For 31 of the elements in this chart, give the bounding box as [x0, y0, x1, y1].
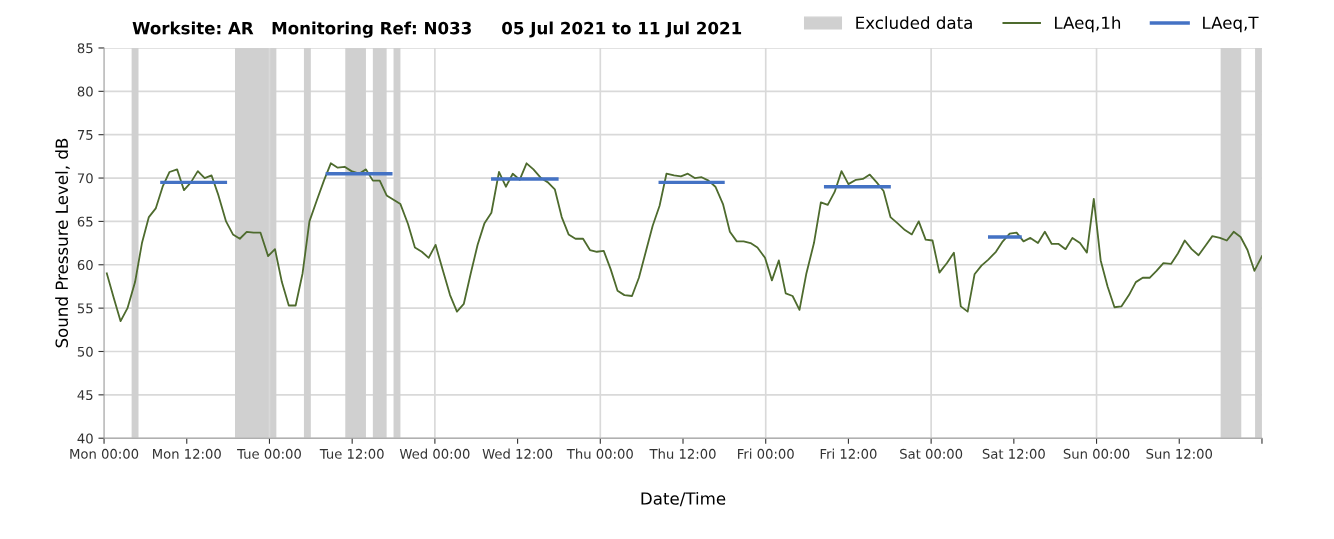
x-tick-label: Sat 00:00 [900, 448, 963, 459]
y-tick-label: 85 [77, 43, 93, 54]
x-tick-label: Wed 00:00 [399, 448, 470, 459]
x-tick-label: Sun 12:00 [1146, 448, 1213, 459]
legend-label: Excluded data [856, 16, 972, 30]
x-tick-label: Fri 00:00 [738, 448, 794, 459]
legend-label: LAeq,1h [1055, 16, 1121, 33]
y-tick-label: 80 [77, 86, 93, 97]
x-tick-label: Mon 00:00 [70, 448, 139, 459]
x-tick-label: Fri 12:00 [820, 448, 877, 459]
y-tick-label: 65 [77, 216, 93, 227]
y-tick-label: 70 [77, 173, 93, 184]
y-tick-label: 45 [77, 390, 93, 401]
x-tick-label: Tue 00:00 [237, 448, 301, 459]
y-tick-label: 60 [77, 259, 93, 270]
chart-title: Worksite: AR Monitoring Ref: N033 05 Jul 2021 to 11 Jul 2021 [132, 21, 742, 38]
x-tick-label: Tue 12:00 [319, 448, 384, 459]
legend-label: LAeq,T [1203, 16, 1259, 33]
x-tick-label: Mon 12:00 [153, 448, 221, 459]
x-tick-label: Thu 00:00 [566, 448, 633, 459]
x-tick-label: Thu 12:00 [649, 448, 716, 459]
x-tick-label: Wed 12:00 [482, 448, 553, 459]
x-tick-label: Sat 12:00 [982, 448, 1045, 459]
y-tick-label: 50 [77, 346, 93, 357]
x-tick-label: Sun 00:00 [1063, 448, 1130, 459]
y-tick-label: 40 [77, 433, 93, 444]
y-tick-label: 55 [77, 303, 93, 314]
x-axis-title: Date/Time [641, 491, 726, 507]
y-axis-title: Sound Pressure Level, dB [55, 138, 70, 348]
y-tick-label: 75 [77, 130, 93, 140]
line-series [105, 162, 1262, 323]
